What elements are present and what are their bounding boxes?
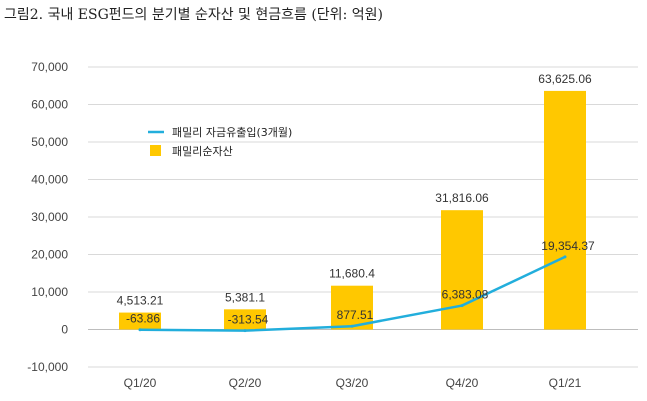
x-tick-label: Q1/21 — [549, 376, 582, 390]
bar-value-label: 11,680.4 — [329, 267, 375, 281]
y-tick-label: 50,000 — [31, 135, 68, 149]
bar — [224, 309, 266, 330]
flow-value-label: -63.86 — [126, 312, 160, 326]
x-tick-label: Q1/20 — [124, 376, 157, 390]
legend: 패밀리 자금유출입(3개월) 패밀리순자산 — [148, 126, 292, 158]
flow-value-label: 6,383.08 — [442, 288, 489, 302]
flow-line-point — [563, 255, 567, 259]
x-axis-tick-labels: Q1/20 Q2/20 Q3/20 Q4/20 Q1/21 — [124, 376, 582, 390]
y-tick-label: 40,000 — [31, 173, 68, 187]
flow-line-point — [350, 324, 354, 328]
legend-bar-swatch — [150, 145, 161, 156]
legend-label-net-assets: 패밀리순자산 — [172, 145, 233, 158]
flow-line-point — [243, 329, 247, 333]
y-tick-label: 0 — [61, 323, 68, 337]
y-tick-label: 70,000 — [31, 60, 68, 74]
flow-line — [138, 255, 567, 333]
flow-value-label: 877.51 — [337, 308, 374, 322]
y-tick-label: 30,000 — [31, 210, 68, 224]
bar — [331, 285, 373, 330]
flow-value-label: 19,354.37 — [541, 239, 595, 253]
bar — [544, 90, 586, 330]
bar-value-label: 31,816.06 — [435, 191, 489, 205]
bar — [441, 210, 483, 330]
legend-label-flow: 패밀리 자금유출입(3개월) — [172, 126, 292, 139]
x-tick-label: Q3/20 — [336, 376, 369, 390]
y-axis-tick-labels: -10,000 0 10,000 20,000 30,000 40,000 50,000 60… — [27, 60, 68, 374]
bar-value-label: 5,381.1 — [225, 290, 265, 304]
bar-value-label: 63,625.06 — [538, 72, 592, 86]
y-tick-label: -10,000 — [27, 360, 68, 374]
data-labels: 4,513.21 5,381.1 11,680.4 31,816.06 63,625.0… — [117, 72, 595, 327]
y-tick-label: 10,000 — [31, 285, 68, 299]
flow-line-point — [460, 304, 464, 308]
bar — [119, 312, 161, 330]
flow-value-label: -313.54 — [228, 313, 269, 327]
chart-title: 그림2. 국내 ESG펀드의 분기별 순자산 및 현금흐름 (단위: 억원) — [4, 7, 383, 23]
x-tick-label: Q2/20 — [229, 376, 262, 390]
bars — [119, 90, 586, 330]
y-tick-label: 60,000 — [31, 98, 68, 112]
x-tick-label: Q4/20 — [446, 376, 479, 390]
bar-value-label: 4,513.21 — [117, 294, 164, 308]
flow-line-point — [138, 328, 142, 332]
y-tick-label: 20,000 — [31, 248, 68, 262]
